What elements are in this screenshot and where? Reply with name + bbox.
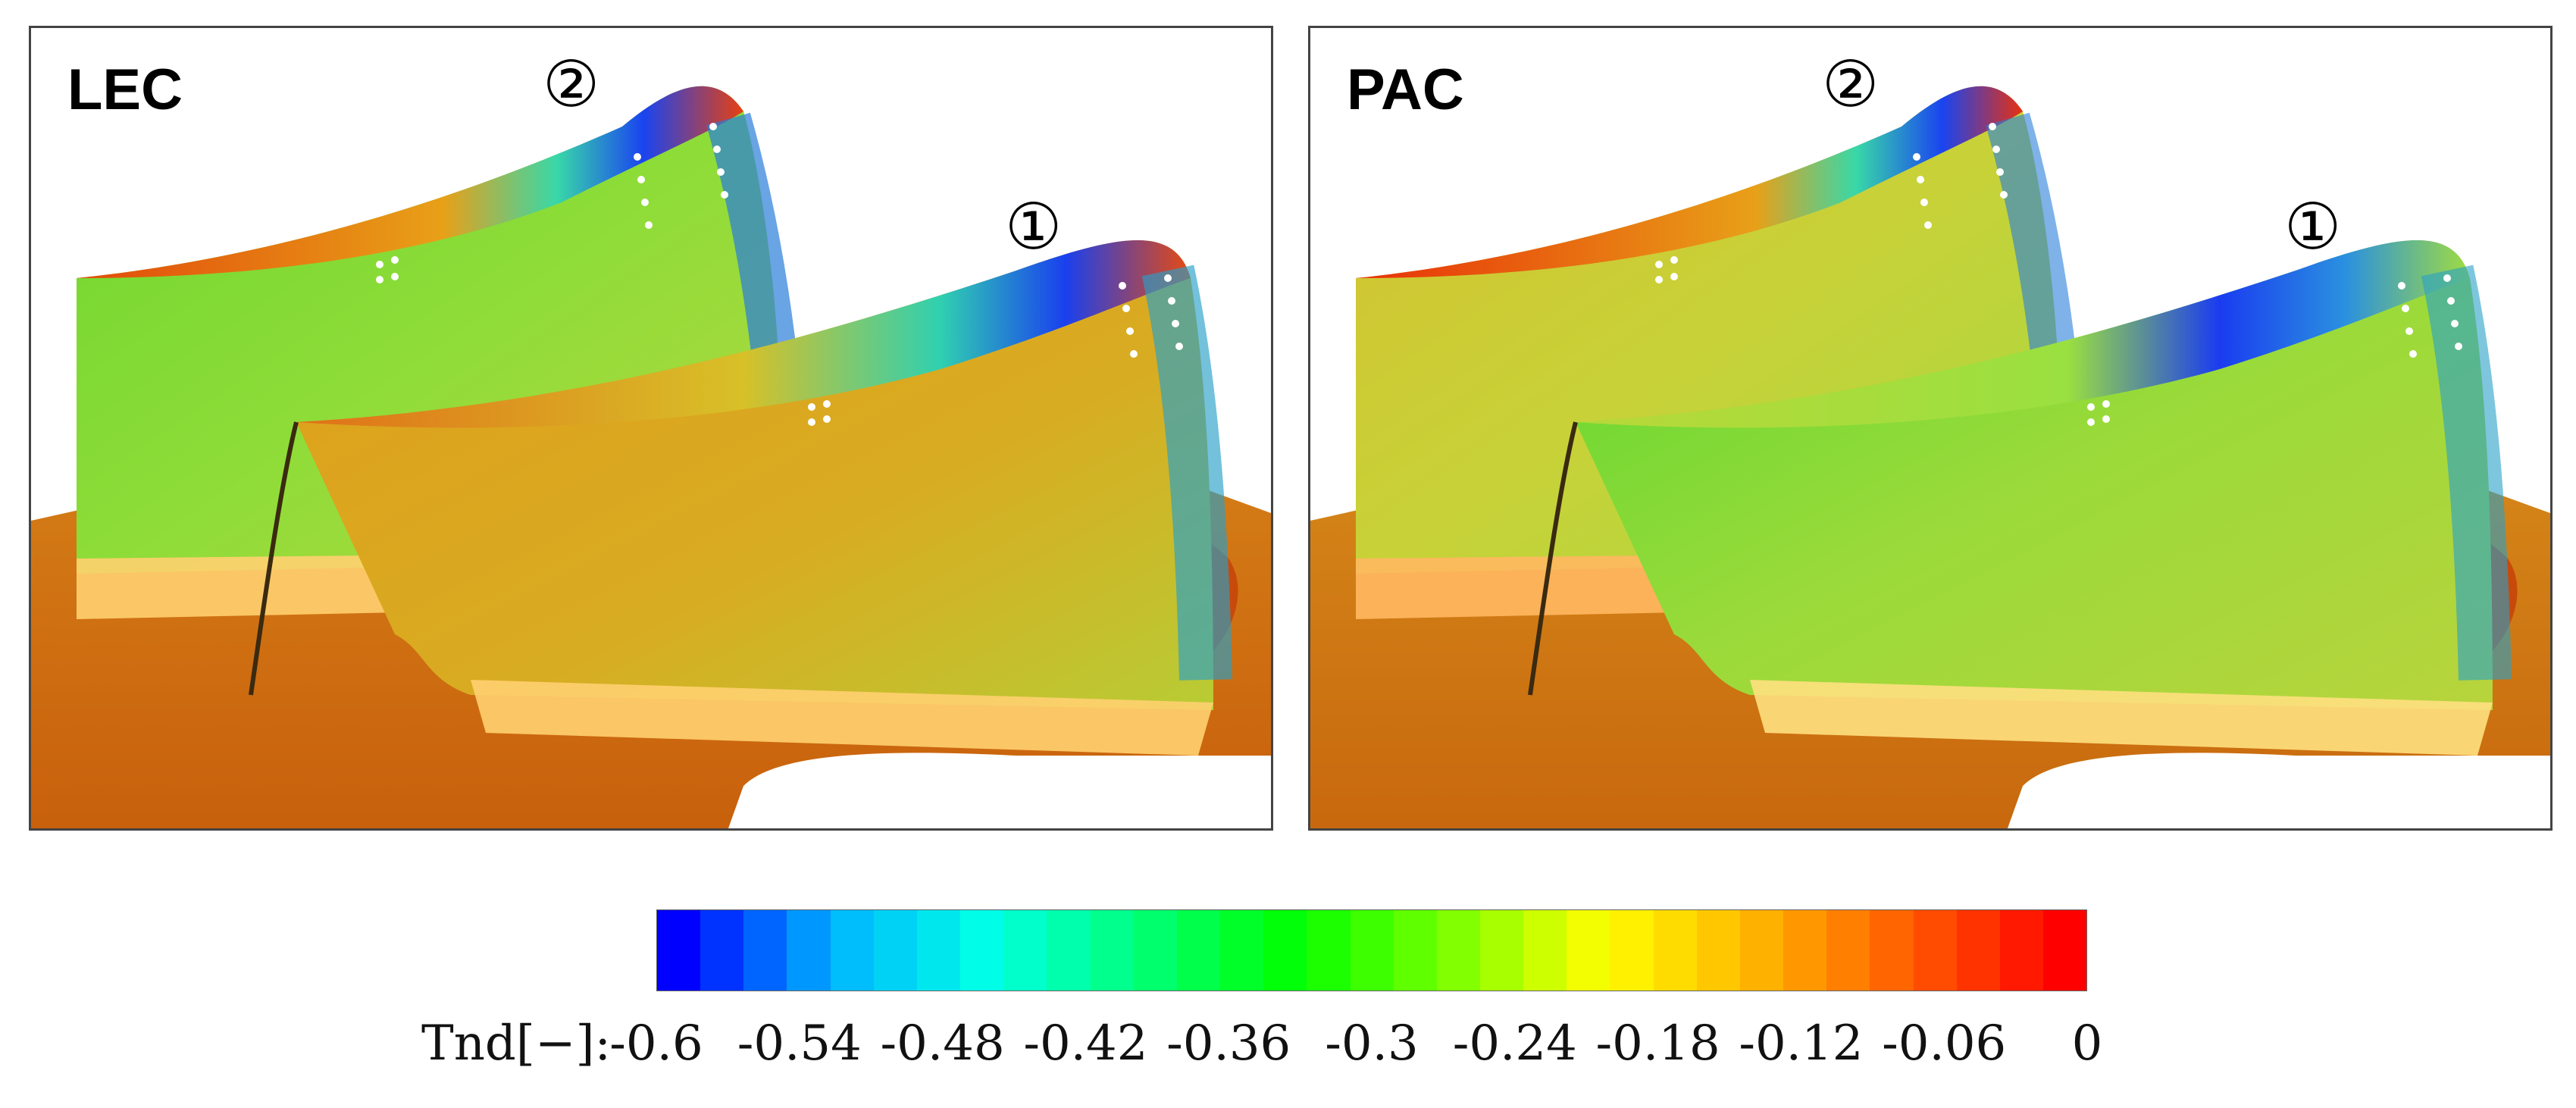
panel-label-pac: PAC — [1347, 58, 1464, 122]
colorbar-swatch — [873, 910, 917, 991]
colorbar-swatch — [1739, 910, 1784, 991]
contour-pac — [1310, 86, 2550, 828]
colorbar-swatch — [1090, 910, 1134, 991]
blade-1-fillet — [471, 680, 1213, 756]
blade-2-tip — [77, 86, 743, 278]
colorbar-tick-label: -0.06 — [1882, 1016, 2007, 1072]
panel-lec: LEC ② ① — [29, 26, 1273, 831]
colorbar-swatch — [1999, 910, 2043, 991]
colorbar-swatch — [1307, 910, 1351, 991]
colorbar-swatch — [1436, 910, 1480, 991]
blade-1-marker: ① — [2284, 189, 2342, 264]
blade-2-tip — [1356, 86, 2023, 278]
colorbar-swatch — [1826, 910, 1870, 991]
colorbar-title: Tnd[−]: — [421, 1016, 611, 1072]
blade-1-leading-edge — [1528, 421, 1578, 696]
colorbar-tick-label: -0.24 — [1452, 1016, 1577, 1072]
cooling-holes-blade-2 — [376, 123, 728, 283]
blade-1-tip — [1576, 240, 2470, 428]
panel-pac: PAC ② ① — [1308, 26, 2553, 831]
colorbar-tick-label: -0.12 — [1739, 1016, 1864, 1072]
colorbar — [656, 909, 2087, 991]
cooling-holes-blade-2 — [1655, 123, 2008, 283]
colorbar-swatch — [787, 910, 831, 991]
blade-1-trailing-edge — [1141, 264, 1232, 681]
colorbar-swatch — [916, 910, 961, 991]
colorbar-swatch — [1523, 910, 1567, 991]
colorbar-swatches — [657, 910, 2086, 991]
colorbar-swatch — [2043, 910, 2086, 991]
colorbar-swatch — [1653, 910, 1697, 991]
colorbar-tick-label: -0.48 — [880, 1016, 1005, 1072]
hub-cutout — [2008, 753, 2550, 828]
colorbar-swatch — [1263, 910, 1307, 991]
colorbar-tick-label: -0.18 — [1595, 1016, 1720, 1072]
colorbar-swatch — [1393, 910, 1437, 991]
blade-1-marker: ① — [1005, 189, 1063, 264]
colorbar-swatch — [743, 910, 787, 991]
colorbar-tick-label: 0 — [2071, 1016, 2103, 1072]
cooling-holes-blade-1 — [808, 274, 1183, 426]
colorbar-swatch — [1696, 910, 1740, 991]
colorbar-swatch — [1176, 910, 1221, 991]
blade-1-leading-edge — [249, 421, 299, 696]
contour-lec — [31, 86, 1271, 828]
blade-1-tip — [296, 240, 1191, 428]
colorbar-swatch — [1913, 910, 1957, 991]
blade-1-pressure-side — [1576, 240, 2493, 710]
colorbar-swatch — [830, 910, 874, 991]
colorbar-swatch — [1003, 910, 1047, 991]
colorbar-swatch — [1610, 910, 1654, 991]
blade-1-trailing-edge — [2421, 264, 2512, 681]
colorbar-swatch — [1956, 910, 2000, 991]
blade-2-marker: ② — [1822, 47, 1880, 121]
colorbar-swatch — [1350, 910, 1394, 991]
colorbar-swatch — [960, 910, 1004, 991]
colorbar-swatch — [1870, 910, 1914, 991]
panel-label-lec: LEC — [67, 58, 183, 122]
colorbar-swatch — [700, 910, 744, 991]
colorbar-swatch — [1133, 910, 1177, 991]
colorbar-tick-label: -0.42 — [1023, 1016, 1148, 1072]
colorbar-tick-label: -0.54 — [737, 1016, 862, 1072]
blade-2-marker: ② — [543, 47, 600, 121]
cooling-holes-blade-1 — [2087, 274, 2462, 426]
colorbar-swatch — [1479, 910, 1524, 991]
hub-cutout — [728, 753, 1271, 828]
colorbar-tick-label: -0.36 — [1166, 1016, 1291, 1072]
colorbar-swatch — [1567, 910, 1610, 991]
colorbar-tick-label: -0.6 — [609, 1016, 703, 1072]
colorbar-swatch — [1047, 910, 1091, 991]
blade-1-pressure-side — [296, 240, 1213, 710]
colorbar-swatch — [657, 910, 701, 991]
blade-1-fillet — [1750, 680, 2493, 756]
colorbar-swatch — [1220, 910, 1264, 991]
colorbar-swatch — [1783, 910, 1827, 991]
colorbar-tick-label: -0.3 — [1325, 1016, 1419, 1072]
